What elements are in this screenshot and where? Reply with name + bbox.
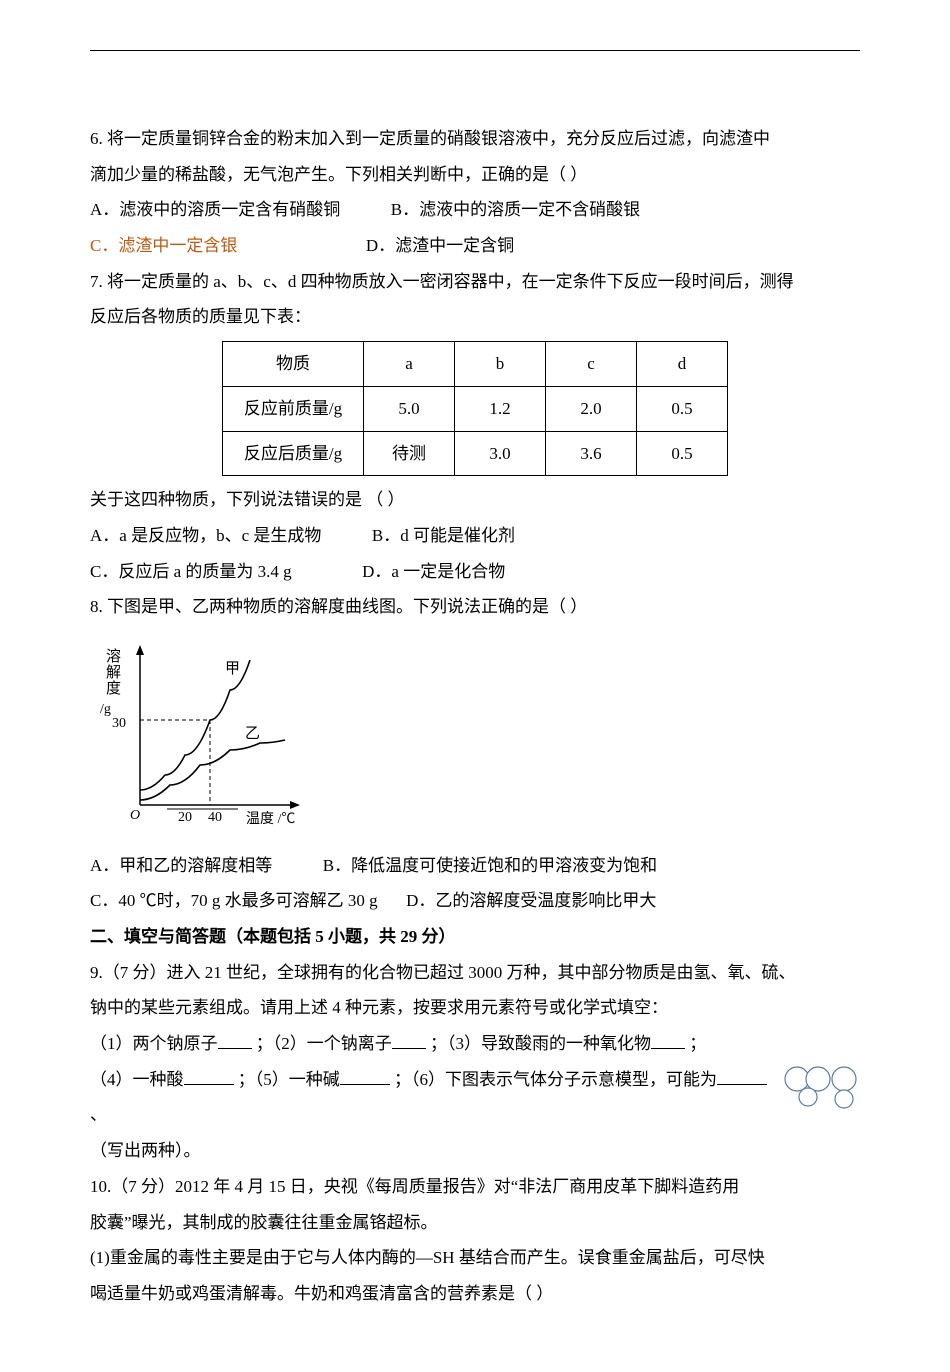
q8-optD: D．乙的溶解度受温度影响比甲大 bbox=[406, 891, 656, 910]
blank bbox=[218, 1031, 252, 1049]
section2-title: 二、填空与简答题（本题包括 5 小题，共 29 分） bbox=[90, 919, 860, 955]
q6-stem-line1: 6. 将一定质量铜锌合金的粉末加入到一定质量的硝酸银溶液中，充分反应后过滤，向滤… bbox=[90, 121, 860, 157]
q8-optC: C．40 ℃时，70 g 水最多可溶解乙 30 g bbox=[90, 891, 378, 910]
blank bbox=[392, 1031, 426, 1049]
q10-sub1a: (1)重金属的毒性主要是由于它与人体内酶的—SH 基结合而产生。误食重金属盐后，… bbox=[90, 1240, 860, 1276]
q9-l4b: ；（5）一种碱 bbox=[238, 1070, 340, 1089]
q8-optB: B．降低温度可使接近饱和的甲溶液变为饱和 bbox=[323, 856, 657, 875]
blank bbox=[651, 1031, 685, 1049]
q6-optB: B．滤液中的溶质一定不含硝酸银 bbox=[391, 200, 640, 219]
svg-text:40: 40 bbox=[208, 810, 222, 825]
svg-text:甲: 甲 bbox=[225, 661, 240, 677]
molecule-diagram bbox=[778, 1062, 860, 1122]
q9-stem-line1: 9.（7 分）进入 21 世纪，全球拥有的化合物已超过 3000 万种，其中部分… bbox=[90, 955, 860, 991]
q7-stem-line1: 7. 将一定质量的 a、b、c、d 四种物质放入一密闭容器中，在一定条件下反应一… bbox=[90, 264, 860, 300]
q9-line5: （写出两种）。 bbox=[90, 1133, 860, 1169]
q8-options-row2: C．40 ℃时，70 g 水最多可溶解乙 30 g D．乙的溶解度受温度影响比甲… bbox=[90, 883, 860, 919]
q9-l4c: ；（6）下图表示气体分子示意模型，可能为 bbox=[394, 1070, 717, 1089]
q9-l3c: ；（3）导致酸雨的一种氧化物 bbox=[430, 1034, 651, 1053]
q7-options-row1: A．a 是反应物，b、c 是生成物 B．d 可能是催化剂 bbox=[90, 518, 860, 554]
blank bbox=[184, 1067, 234, 1085]
q9-l3a: （1）两个钠原子 bbox=[90, 1034, 218, 1053]
blank bbox=[717, 1067, 767, 1085]
q7-options-row2: C．反应后 a 的质量为 3.4 g D．a 一定是化合物 bbox=[90, 554, 860, 590]
q8-chart: 溶解度/g30 甲乙 20 40 O 温度 /℃ bbox=[90, 635, 860, 838]
page: 6. 将一定质量铜锌合金的粉末加入到一定质量的硝酸银溶液中，充分反应后过滤，向滤… bbox=[0, 0, 950, 1372]
q9-line4: （4）一种酸 ；（5）一种碱 ；（6）下图表示气体分子示意模型，可能为 、 bbox=[90, 1062, 860, 1133]
q7-stem-line2: 反应后各物质的质量见下表： bbox=[90, 299, 860, 335]
q7-optC: C．反应后 a 的质量为 3.4 g bbox=[90, 562, 292, 581]
svg-text:度: 度 bbox=[106, 680, 121, 697]
q6-optD: D．滤渣中一定含铜 bbox=[366, 236, 514, 255]
q7-table: 物质abcd反应前质量/g5.01.22.00.5反应后质量/g待测3.03.6… bbox=[222, 341, 728, 476]
svg-text:O: O bbox=[130, 808, 140, 823]
q9-line3: （1）两个钠原子 ；（2）一个钠离子 ；（3）导致酸雨的一种氧化物 ； bbox=[90, 1026, 860, 1062]
q6-optA: A．滤液中的溶质一定含有硝酸铜 bbox=[90, 200, 340, 219]
q9-l4a: （4）一种酸 bbox=[90, 1070, 184, 1089]
svg-text:/g: /g bbox=[100, 702, 111, 717]
q8-options-row1: A．甲和乙的溶解度相等 B．降低温度可使接近饱和的甲溶液变为饱和 bbox=[90, 848, 860, 884]
q7-optB: B．d 可能是催化剂 bbox=[372, 526, 515, 545]
top-rule bbox=[90, 50, 860, 51]
q8-stem: 8. 下图是甲、乙两种物质的溶解度曲线图。下列说法正确的是（ ） bbox=[90, 589, 860, 625]
svg-text:解: 解 bbox=[106, 664, 121, 681]
q10-stem-line1: 10.（7 分）2012 年 4 月 15 日，央视《每周质量报告》对“非法厂商… bbox=[90, 1169, 860, 1205]
q8-optA: A．甲和乙的溶解度相等 bbox=[90, 856, 272, 875]
svg-text:20: 20 bbox=[178, 810, 192, 825]
q10-stem-line2: 胶囊”曝光，其制成的胶囊往往重金属铬超标。 bbox=[90, 1205, 860, 1241]
svg-text:乙: 乙 bbox=[245, 726, 260, 742]
q6-options-row1: A．滤液中的溶质一定含有硝酸铜 B．滤液中的溶质一定不含硝酸银 bbox=[90, 192, 860, 228]
q9-l3d: ； bbox=[689, 1034, 706, 1053]
q6-optC: C．滤渣中一定含银 bbox=[90, 236, 237, 255]
q6-stem-line2: 滴加少量的稀盐酸，无气泡产生。下列相关判断中，正确的是（ ） bbox=[90, 157, 860, 193]
q7-optD: D．a 一定是化合物 bbox=[362, 562, 505, 581]
q6-options-row2: C．滤渣中一定含银 D．滤渣中一定含铜 bbox=[90, 228, 860, 264]
q9-l4d: 、 bbox=[90, 1105, 107, 1124]
q9-stem-line2: 钠中的某些元素组成。请用上述 4 种元素，按要求用元素符号或化学式填空： bbox=[90, 990, 860, 1026]
svg-text:30: 30 bbox=[112, 716, 126, 731]
blank bbox=[340, 1067, 390, 1085]
solubility-chart-svg: 溶解度/g30 甲乙 20 40 O 温度 /℃ bbox=[90, 635, 310, 825]
q7-tail: 关于这四种物质，下列说法错误的是 （ ） bbox=[90, 482, 860, 518]
svg-text:温度 /℃: 温度 /℃ bbox=[246, 811, 295, 825]
svg-text:溶: 溶 bbox=[106, 648, 121, 665]
q10-sub1b: 喝适量牛奶或鸡蛋清解毒。牛奶和鸡蛋清富含的营养素是（ ） bbox=[90, 1276, 860, 1312]
q9-l3b: ；（2）一个钠离子 bbox=[256, 1034, 392, 1053]
q7-optA: A．a 是反应物，b、c 是生成物 bbox=[90, 526, 321, 545]
